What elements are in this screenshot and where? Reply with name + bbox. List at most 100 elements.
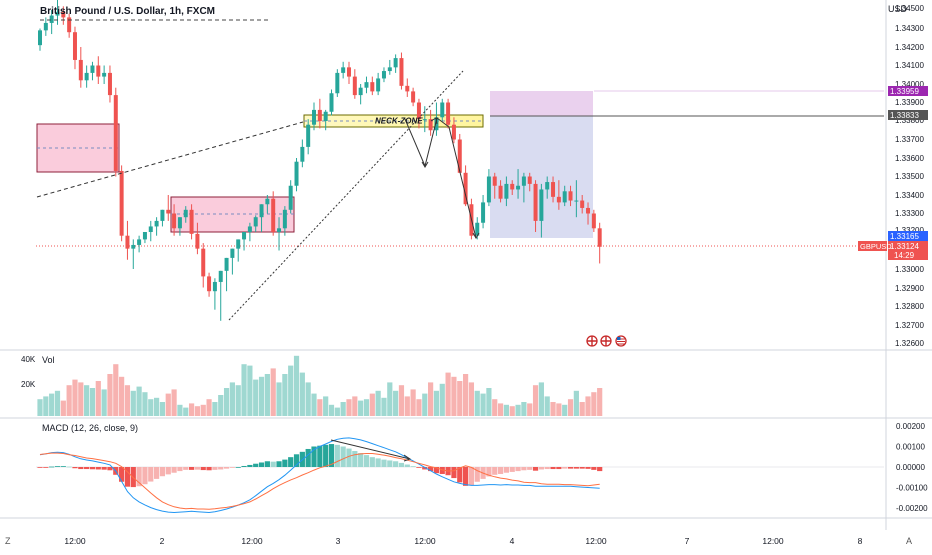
us-flag-canton-icon [617,337,621,340]
candle-body [323,111,328,121]
volume-bar [154,397,160,416]
volume-bar [200,404,206,416]
candle-body [90,65,95,73]
currency-label: USD [888,4,908,14]
candle-body [271,198,276,232]
candle-body [317,109,322,121]
candle-body [236,239,241,249]
volume-bar [521,402,527,416]
macd-histogram-bar [550,467,556,470]
volume-bar [43,396,49,416]
uk-flag-cross-icon-2 [601,336,611,346]
candle-body [446,102,451,125]
price-tick-label: 1.32800 [895,302,924,311]
macd-histogram-bar [597,467,603,472]
volume-bar [538,382,544,416]
price-tick-label: 1.34100 [895,61,924,70]
macd-histogram-bar [497,467,504,474]
candle-body [568,191,573,201]
candle-body [84,72,89,81]
volume-bar [136,386,142,416]
macd-histogram-bar [212,467,218,470]
macd-histogram-bar [49,466,55,468]
price-tick-label: 1.33500 [895,172,924,181]
volume-bar [410,389,416,416]
macd-histogram-bar [573,467,579,469]
volume-bar [550,402,556,416]
volume-bar [567,399,574,416]
candle-body [597,228,602,247]
volume-bar [84,385,90,416]
volume-tick-label: 20K [21,380,36,389]
candle-body [300,146,305,162]
volume-bar [532,385,539,416]
macd-histogram-bar [37,467,43,468]
volume-bar [579,402,585,416]
volume-bar [323,396,329,416]
macd-histogram-bar [66,466,72,468]
log-scale-button[interactable]: Z [5,536,11,546]
price-tick-label: 1.32900 [895,284,924,293]
neck-zone-label: NECK-ZONE [375,117,423,126]
macd-histogram-bar [183,467,189,470]
macd-histogram-bar [486,467,492,477]
price-tick-label: 1.33300 [895,209,924,218]
macd-histogram-bar [253,463,259,467]
macd-histogram-bar [579,467,585,469]
time-tick-label: 12:00 [762,536,784,546]
macd-histogram-bar [194,467,201,470]
volume-bar [60,400,66,416]
symbol-title: British Pound / U.S. Dollar, 1h, FXCM [40,6,215,17]
candle-body [78,59,83,81]
price-tick-label: 1.33900 [895,98,924,107]
entry-price-tag: 1.33833 [888,110,928,120]
candle-body [381,71,386,79]
candle-body [539,189,544,221]
candle-body [416,102,421,120]
candle-body [428,119,433,131]
macd-histogram-bar [363,455,370,467]
macd-divergence-arrow-icon [403,454,412,462]
candle-body [113,95,118,171]
candle-body [411,91,416,103]
economic-events[interactable] [586,335,627,347]
auto-scale-button[interactable]: A [906,536,912,546]
volume-bar [247,365,253,416]
macd-histogram-bar [124,467,131,487]
candle-body [434,117,439,131]
volume-bar [159,402,166,416]
candle-body [521,176,526,186]
macd-tick-label: -0.00200 [896,504,928,513]
volume-bar [328,404,335,416]
macd-histogram-bar [544,467,550,470]
macd-histogram-bar [556,467,562,470]
volume-bar [428,382,434,416]
candle-body [405,85,410,92]
macd-histogram-bar [323,444,329,467]
candle-body [61,11,66,18]
candle-body [38,30,42,46]
ticker-tag: GBPUSD [858,241,892,251]
candle-body [247,226,252,232]
candle-body [352,76,357,96]
time-tick-label: 7 [685,536,690,546]
volume-bar [358,400,364,416]
price-tick-label: 1.33600 [895,154,924,163]
candle-body [43,22,48,31]
volume-bar [474,390,480,416]
time-tick-label: 12:00 [414,536,436,546]
volume-bar [276,382,282,416]
macd-histogram-bar [328,444,335,467]
macd-histogram-bar [527,467,533,470]
macd-histogram-bar [282,459,288,467]
ascending-trendline-lower [228,70,464,321]
candle-body [463,172,468,205]
volume-bar [241,364,247,416]
volume-bar [177,404,183,416]
volume-bar [253,379,259,416]
time-tick-label: 12:00 [64,536,86,546]
volume-bar [223,388,230,416]
macd-histogram-bar [416,467,422,468]
candle-body [242,232,247,240]
